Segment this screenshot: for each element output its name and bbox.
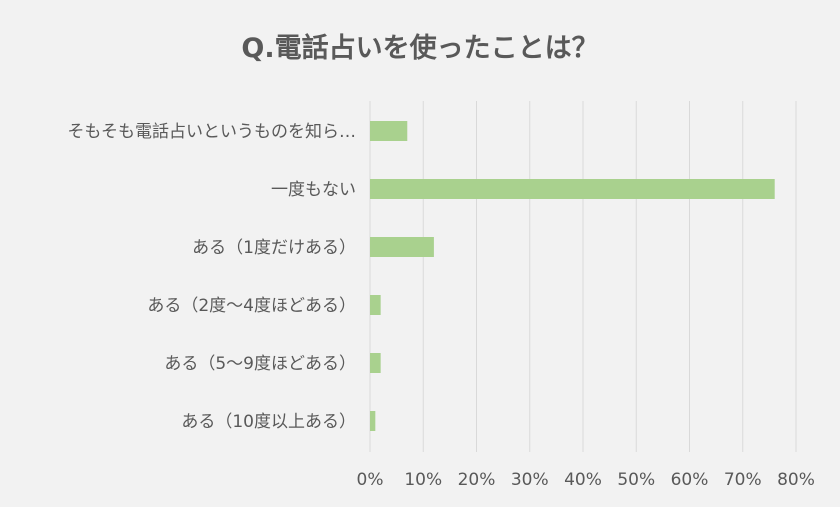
x-tick-label-0: 0%: [357, 470, 384, 490]
x-tick-label-7: 70%: [724, 470, 762, 490]
x-tick-label-8: 80%: [777, 470, 815, 490]
category-label-0: そもそも電話占いというものを知ら…: [67, 122, 356, 142]
x-tick-label-5: 50%: [617, 470, 655, 490]
category-label-4: ある（5〜9度ほどある）: [164, 354, 356, 374]
chart-title: Q.電話占いを使ったことは？: [241, 33, 599, 64]
x-tick-label-2: 20%: [458, 470, 496, 490]
bar-0: [370, 121, 408, 141]
category-label-2: ある（1度だけある）: [192, 238, 356, 258]
bar-5: [370, 411, 376, 431]
x-tick-label-1: 10%: [404, 470, 442, 490]
x-tick-label-4: 40%: [564, 470, 602, 490]
x-tick-label-6: 60%: [671, 470, 709, 490]
category-label-3: ある（2度〜4度ほどある）: [147, 296, 356, 316]
category-label-1: 一度もない: [271, 180, 356, 200]
x-tick-label-3: 30%: [511, 470, 549, 490]
bar-1: [370, 179, 775, 199]
bar-4: [370, 353, 381, 373]
bar-3: [370, 295, 381, 315]
category-label-5: ある（10度以上ある）: [181, 412, 356, 432]
bar-2: [370, 237, 434, 257]
